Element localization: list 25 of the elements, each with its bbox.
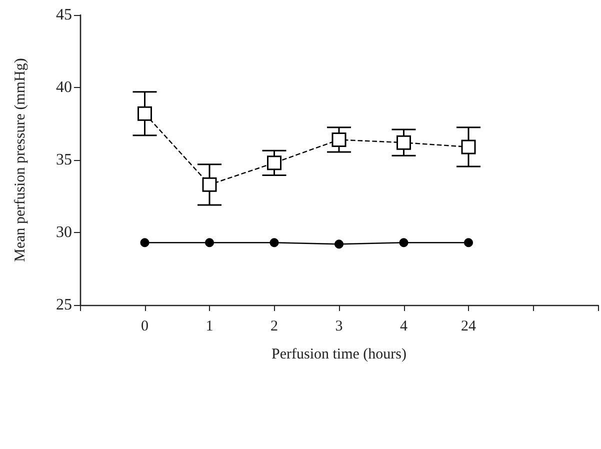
- point: [461, 140, 476, 154]
- y-tick-label: 30: [56, 224, 72, 241]
- point: [205, 238, 214, 248]
- y-tick-label: 35: [56, 152, 72, 168]
- point: [332, 132, 346, 147]
- x-tick-label: 2: [270, 318, 278, 334]
- y-tick-label: 40: [56, 79, 72, 96]
- x-tick-label: 3: [335, 318, 343, 334]
- y-tick-label: 25: [56, 296, 72, 314]
- point: [140, 238, 150, 248]
- x-axis-title: Perfusion time (hours): [272, 346, 406, 362]
- y-tick-label: 45: [56, 6, 72, 24]
- point: [267, 156, 282, 170]
- x-tick-label: 4: [400, 318, 408, 334]
- point: [138, 106, 152, 121]
- point: [399, 238, 408, 248]
- point: [270, 238, 279, 248]
- point: [334, 240, 344, 249]
- x-tick-label: 0: [141, 318, 148, 334]
- y-axis-title: Mean perfusion pressure (mmHg): [12, 58, 28, 262]
- point: [396, 135, 411, 150]
- x-tick-label: 24: [461, 318, 476, 334]
- x-tick-label: 1: [206, 318, 214, 334]
- point: [202, 177, 217, 192]
- point: [464, 238, 473, 248]
